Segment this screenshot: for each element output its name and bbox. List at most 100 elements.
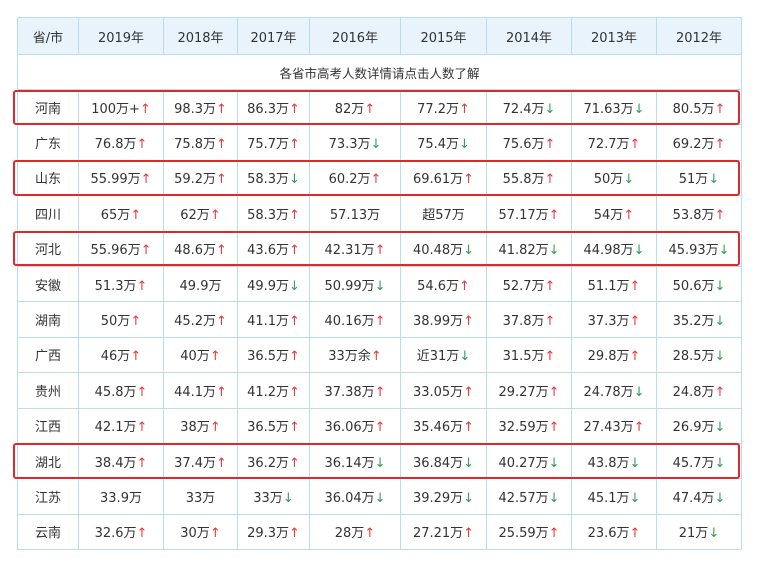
count-value[interactable]: 50万 — [100, 314, 131, 330]
count-cell[interactable]: 36.04万↓ — [309, 478, 401, 515]
count-cell[interactable]: 33.9万 — [78, 478, 164, 515]
count-value[interactable]: 55.8万 — [502, 172, 545, 188]
count-cell[interactable]: 86.3万↑ — [237, 88, 310, 126]
province-cell[interactable]: 江苏 — [17, 478, 79, 515]
count-cell[interactable]: 42.57万↓ — [486, 478, 572, 515]
province-cell[interactable]: 山东 — [17, 159, 79, 197]
count-cell[interactable]: 33万↓ — [237, 478, 310, 515]
count-value[interactable]: 71.63万 — [583, 101, 634, 117]
count-value[interactable]: 超57万 — [422, 207, 465, 223]
count-cell[interactable]: 55.8万↑ — [486, 159, 572, 197]
count-cell[interactable]: 50万↑ — [78, 301, 164, 338]
province-cell[interactable]: 四川 — [17, 195, 79, 232]
count-value[interactable]: 39.29万 — [412, 490, 464, 506]
count-cell[interactable]: 41.1万↑ — [237, 301, 310, 338]
count-value[interactable]: 45.7万 — [672, 455, 715, 471]
count-cell[interactable]: 77.2万↑ — [400, 88, 487, 126]
count-cell[interactable]: 37.8万↑ — [486, 301, 572, 338]
count-value[interactable]: 55.99万 — [90, 172, 141, 188]
count-cell[interactable]: 21万↓ — [656, 513, 742, 551]
count-cell[interactable]: 45.93万↓ — [656, 230, 742, 267]
count-cell[interactable]: 37.38万↑ — [309, 372, 401, 409]
province-cell[interactable]: 广东 — [17, 124, 79, 161]
count-cell[interactable]: 49.9万 — [163, 265, 238, 303]
count-value[interactable]: 100万+ — [91, 101, 140, 117]
count-value[interactable]: 29.8万 — [587, 349, 630, 365]
count-cell[interactable]: 40万↑ — [163, 336, 238, 374]
count-value[interactable]: 65万 — [100, 207, 131, 223]
count-value[interactable]: 38.4万 — [94, 455, 137, 471]
province-cell[interactable]: 广西 — [17, 336, 79, 374]
count-cell[interactable]: 46万↑ — [78, 336, 164, 374]
count-value[interactable]: 33万 — [253, 490, 283, 506]
count-cell[interactable]: 45.7万↓ — [656, 442, 742, 480]
count-cell[interactable]: 45.8万↑ — [78, 372, 164, 409]
count-value[interactable]: 54.6万 — [417, 278, 460, 294]
count-cell[interactable]: 超57万 — [400, 195, 487, 232]
count-value[interactable]: 44.1万 — [174, 384, 217, 400]
count-value[interactable]: 37.3万 — [587, 314, 630, 330]
count-cell[interactable]: 58.3万↓ — [237, 159, 310, 197]
count-cell[interactable]: 44.98万↓ — [571, 230, 657, 267]
count-cell[interactable]: 27.21万↑ — [400, 513, 487, 551]
count-cell[interactable]: 57.17万↑ — [486, 195, 572, 232]
count-cell[interactable]: 26.9万↓ — [656, 407, 742, 444]
count-cell[interactable]: 80.5万↑ — [656, 88, 742, 126]
count-value[interactable]: 24.78万 — [583, 384, 634, 400]
count-cell[interactable]: 23.6万↑ — [571, 513, 657, 551]
count-value[interactable]: 41.1万 — [247, 314, 290, 330]
count-value[interactable]: 35.2万 — [672, 314, 715, 330]
count-cell[interactable]: 50.99万↓ — [309, 265, 401, 303]
count-cell[interactable]: 40.48万↓ — [400, 230, 487, 267]
count-cell[interactable]: 41.82万↓ — [486, 230, 572, 267]
province-cell[interactable]: 江西 — [17, 407, 79, 444]
count-value[interactable]: 54万 — [593, 207, 624, 223]
count-value[interactable]: 33.05万 — [412, 384, 464, 400]
count-value[interactable]: 50万 — [593, 172, 624, 188]
count-cell[interactable]: 60.2万↑ — [309, 159, 401, 197]
count-cell[interactable]: 35.2万↓ — [656, 301, 742, 338]
count-cell[interactable]: 27.43万↑ — [571, 407, 657, 444]
count-value[interactable]: 36.2万 — [247, 455, 290, 471]
count-value[interactable]: 45.93万 — [668, 243, 719, 259]
count-cell[interactable]: 57.13万 — [309, 195, 401, 232]
count-value[interactable]: 37.8万 — [502, 314, 545, 330]
count-value[interactable]: 57.13万 — [329, 207, 381, 223]
count-value[interactable]: 69.61万 — [412, 172, 464, 188]
count-value[interactable]: 47.4万 — [672, 490, 715, 506]
province-cell[interactable]: 河南 — [17, 88, 79, 126]
count-value[interactable]: 40.16万 — [324, 314, 375, 330]
province-cell[interactable]: 安徽 — [17, 265, 79, 303]
count-value[interactable]: 37.4万 — [174, 455, 217, 471]
count-cell[interactable]: 52.7万↑ — [486, 265, 572, 303]
count-cell[interactable]: 42.31万↑ — [309, 230, 401, 267]
count-cell[interactable]: 44.1万↑ — [163, 372, 238, 409]
count-cell[interactable]: 38万↑ — [163, 407, 238, 444]
count-value[interactable]: 49.9万 — [247, 278, 290, 294]
count-value[interactable]: 36.84万 — [412, 455, 464, 471]
count-value[interactable]: 49.9万 — [179, 278, 222, 294]
count-cell[interactable]: 45.2万↑ — [163, 301, 238, 338]
count-value[interactable]: 50.99万 — [324, 278, 375, 294]
count-cell[interactable]: 49.9万↓ — [237, 265, 310, 303]
count-cell[interactable]: 33.05万↑ — [400, 372, 487, 409]
count-value[interactable]: 43.8万 — [587, 455, 630, 471]
count-value[interactable]: 45.2万 — [174, 314, 217, 330]
count-value[interactable]: 75.7万 — [247, 137, 290, 153]
count-value[interactable]: 82万 — [334, 101, 365, 117]
count-value[interactable]: 57.17万 — [498, 207, 549, 223]
count-value[interactable]: 36.14万 — [324, 455, 375, 471]
count-cell[interactable]: 73.3万↓ — [309, 124, 401, 161]
count-value[interactable]: 42.57万 — [498, 490, 549, 506]
count-cell[interactable]: 98.3万↑ — [163, 88, 238, 126]
province-cell[interactable]: 湖南 — [17, 301, 79, 338]
count-value[interactable]: 45.1万 — [587, 490, 630, 506]
count-value[interactable]: 40万 — [180, 349, 210, 365]
count-cell[interactable]: 75.7万↑ — [237, 124, 310, 161]
count-value[interactable]: 38万 — [180, 420, 210, 436]
count-cell[interactable]: 39.29万↓ — [400, 478, 487, 515]
count-cell[interactable]: 43.8万↓ — [571, 442, 657, 480]
count-value[interactable]: 77.2万 — [417, 101, 460, 117]
count-cell[interactable]: 29.27万↑ — [486, 372, 572, 409]
count-value[interactable]: 24.8万 — [672, 384, 715, 400]
